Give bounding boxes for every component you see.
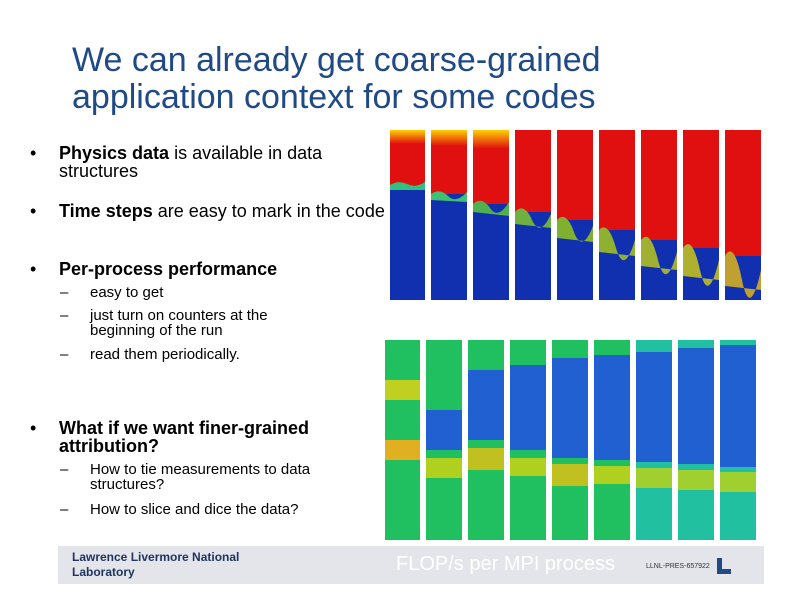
sub-bullet-marker: –	[60, 501, 69, 518]
bullet-marker: •	[30, 259, 37, 279]
bullet-text: What if we want finer-grained attributio…	[59, 418, 310, 456]
bullet-marker: •	[30, 201, 37, 221]
perf-strip-7	[636, 340, 672, 540]
footer-bar: Lawrence Livermore National Laboratory	[58, 546, 764, 584]
document-id: LLNL-PRES-657922	[646, 563, 710, 570]
bullet-text: is available in data structures	[59, 143, 323, 181]
sub-bullet-text: read them periodically.	[90, 346, 240, 363]
perf-strip-6	[594, 340, 630, 540]
physics-simulation-image	[390, 130, 784, 300]
lab-name: Lawrence Livermore National Laboratory	[72, 550, 240, 579]
physics-strip-7	[641, 130, 677, 300]
sub-bullet-marker: –	[60, 284, 69, 301]
perf-strip-2	[426, 340, 462, 540]
bullet-marker: •	[30, 418, 37, 438]
bullet-emphasis: Time steps	[59, 201, 153, 221]
physics-strip-3	[473, 130, 509, 300]
physics-strip-9	[725, 130, 761, 300]
physics-strip-1	[390, 130, 425, 300]
performance-image	[385, 340, 785, 540]
bullet-marker: •	[30, 143, 37, 163]
perf-strip-4	[510, 340, 546, 540]
perf-strip-9	[720, 340, 756, 540]
sub-bullet-text: just turn on counters at the beginning o…	[90, 307, 268, 339]
performance-strips-svg	[385, 340, 756, 540]
physics-strips-svg	[390, 130, 761, 300]
sub-bullet-text: How to slice and dice the data?	[90, 501, 299, 518]
physics-strip-5	[557, 130, 593, 300]
physics-strip-8	[683, 130, 719, 300]
perf-strip-3	[468, 340, 504, 540]
physics-strip-6	[599, 130, 635, 300]
perf-strip-5	[552, 340, 588, 540]
sub-bullet-marker: –	[60, 461, 69, 478]
bullet-text: are easy to mark in the code	[152, 201, 385, 221]
bullet-emphasis: Physics data	[59, 143, 170, 163]
sub-bullet-text: easy to get	[90, 284, 164, 301]
slide-title: We can already get coarse-grained applic…	[72, 41, 601, 116]
bullet-emphasis: Per-process performance	[59, 259, 278, 279]
sub-bullet-text: How to tie measurements to data structur…	[90, 461, 311, 493]
sub-bullet-marker: –	[60, 346, 69, 363]
sub-bullet-marker: –	[60, 307, 69, 324]
perf-strip-1	[385, 340, 420, 540]
figure-caption: FLOP/s per MPI process	[396, 553, 615, 575]
physics-strip-4	[515, 130, 551, 300]
physics-strip-2	[431, 130, 467, 300]
llnl-logo-icon	[717, 558, 731, 574]
perf-strip-8	[678, 340, 714, 540]
